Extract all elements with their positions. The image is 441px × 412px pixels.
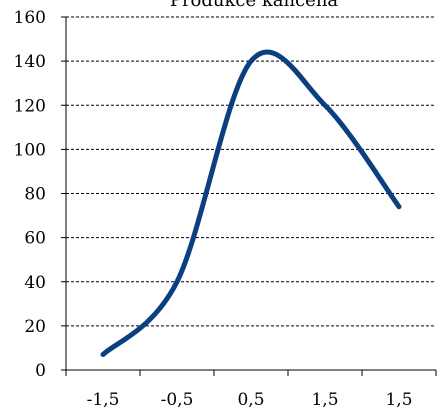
x-tick-label: -0,5 [161, 390, 194, 410]
y-tick-label: 140 [14, 52, 46, 72]
y-tick-label: 60 [24, 229, 46, 249]
axes [61, 16, 437, 376]
y-tick-label: 20 [24, 317, 46, 337]
x-tick-label: 1,5 [311, 390, 338, 410]
series-layer [100, 49, 402, 358]
y-tick-label: 100 [14, 140, 46, 160]
x-tick-label: -1,5 [87, 390, 120, 410]
y-tick-label: 120 [14, 96, 46, 116]
series-line [100, 49, 402, 358]
y-axis-ticks: 0 20 40 60 80 100 120 140 160 [14, 8, 46, 381]
chart-title: Produkce kanceňa [170, 0, 339, 11]
x-axis-ticks: -1,5 -0,5 0,5 1,5 1,5 [87, 390, 413, 410]
y-tick-label: 160 [14, 8, 46, 28]
y-tick-label: 40 [24, 273, 46, 293]
x-tick-label: 0,5 [237, 390, 264, 410]
x-tick-label: 1,5 [385, 390, 412, 410]
y-tick-label: 80 [24, 185, 46, 205]
y-tick-label: 0 [35, 361, 46, 381]
